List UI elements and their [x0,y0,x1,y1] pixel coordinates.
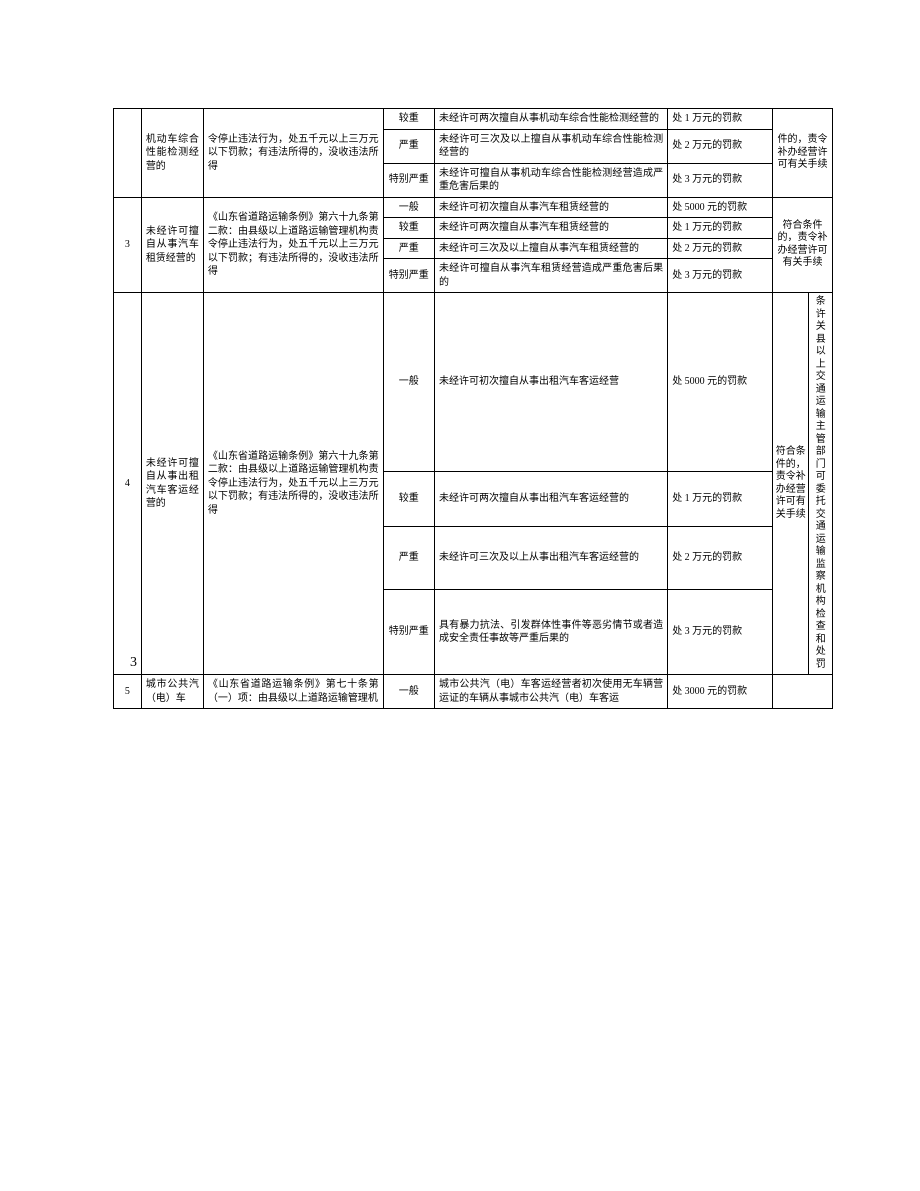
cell-num: 3 [114,197,142,293]
cell-penalty: 处 1 万元的罚款 [668,218,773,239]
cell-desc: 未经许可擅自从事机动车综合性能检测经营造成严重危害后果的 [434,163,667,197]
cell-desc: 未经许可三次及以上从事出租汽车客运经营的 [434,527,667,590]
cell-note [773,675,833,709]
cell-level: 较重 [383,472,434,527]
cell-name: 未经许可擅自从事出租汽车客运经营的 [141,293,203,675]
cell-penalty: 处 1 万元的罚款 [668,109,773,130]
cell-penalty: 处 3000 元的罚款 [668,675,773,709]
cell-penalty: 处 5000 元的罚款 [668,293,773,472]
cell-level: 一般 [383,675,434,709]
cell-name: 城市公共汽（电）车 [141,675,203,709]
cell-penalty: 处 3 万元的罚款 [668,590,773,675]
page-number: 3 [130,655,137,671]
table-row: 3 未经许可擅自从事汽车租赁经营的 《山东省道路运输条例》第六十九条第二款：由县… [114,197,833,218]
cell-name: 机动车综合性能检测经营的 [141,109,203,198]
cell-level: 严重 [383,238,434,259]
table-row: 4 未经许可擅自从事出租汽车客运经营的 《山东省道路运输条例》第六十九条第二款：… [114,293,833,472]
cell-desc: 具有暴力抗法、引发群体性事件等恶劣情节或者造成安全责任事故等严重后果的 [434,590,667,675]
cell-penalty: 处 3 万元的罚款 [668,163,773,197]
cell-penalty: 处 2 万元的罚款 [668,129,773,163]
cell-level: 较重 [383,109,434,130]
cell-note: 件的，责令补办经营许可有关手续 [773,109,833,198]
cell-num [114,109,142,198]
cell-desc: 未经许可两次擅自从事汽车租赁经营的 [434,218,667,239]
cell-penalty: 处 2 万元的罚款 [668,527,773,590]
cell-num: 4 [114,293,142,675]
cell-penalty: 处 2 万元的罚款 [668,238,773,259]
cell-desc: 未经许可三次及以上擅自从事机动车综合性能检测经营的 [434,129,667,163]
cell-level: 特别严重 [383,259,434,293]
cell-num: 5 [114,675,142,709]
cell-desc: 未经许可擅自从事汽车租赁经营造成严重危害后果的 [434,259,667,293]
cell-level: 一般 [383,293,434,472]
cell-desc: 未经许可两次擅自从事机动车综合性能检测经营的 [434,109,667,130]
cell-name: 未经许可擅自从事汽车租赁经营的 [141,197,203,293]
regulation-table: 机动车综合性能检测经营的 令停止违法行为，处五千元以上三万元以下罚款；有违法所得… [113,108,833,709]
cell-basis: 令停止违法行为，处五千元以上三万元以下罚款；有违法所得的，没收违法所得 [203,109,383,198]
cell-penalty: 处 3 万元的罚款 [668,259,773,293]
cell-penalty: 处 5000 元的罚款 [668,197,773,218]
cell-level: 较重 [383,218,434,239]
cell-level: 严重 [383,527,434,590]
cell-level: 一般 [383,197,434,218]
cell-desc: 未经许可三次及以上擅自从事汽车租赁经营的 [434,238,667,259]
table-row: 机动车综合性能检测经营的 令停止违法行为，处五千元以上三万元以下罚款；有违法所得… [114,109,833,130]
cell-basis: 《山东省道路运输条例》第六十九条第二款：由县级以上道路运输管理机构责令停止违法行… [203,197,383,293]
cell-level: 严重 [383,129,434,163]
cell-note-a: 符合条件的，责令补办经营许可有关手续 [773,293,809,675]
cell-desc: 未经许可初次擅自从事出租汽车客运经营 [434,293,667,472]
cell-desc: 城市公共汽（电）车客运经营者初次使用无车辆营运证的车辆从事城市公共汽（电）车客运 [434,675,667,709]
cell-basis: 《山东省道路运输条例》第六十九条第二款：由县级以上道路运输管理机构责令停止违法行… [203,293,383,675]
cell-level: 特别严重 [383,590,434,675]
cell-basis: 《山东省道路运输条例》第七十条第（一）项：由县级以上道路运输管理机 [203,675,383,709]
cell-level: 特别严重 [383,163,434,197]
cell-penalty: 处 1 万元的罚款 [668,472,773,527]
table-row: 5 城市公共汽（电）车 《山东省道路运输条例》第七十条第（一）项：由县级以上道路… [114,675,833,709]
cell-desc: 未经许可两次擅自从事出租汽车客运经营的 [434,472,667,527]
cell-note-b: 条许关县以上交通运输主管部门可委托交通运输监察机构检查和处罚 [809,293,833,675]
cell-note: 符合条件的，责令补办经营许可有关手续 [773,197,833,293]
cell-desc: 未经许可初次擅自从事汽车租赁经营的 [434,197,667,218]
